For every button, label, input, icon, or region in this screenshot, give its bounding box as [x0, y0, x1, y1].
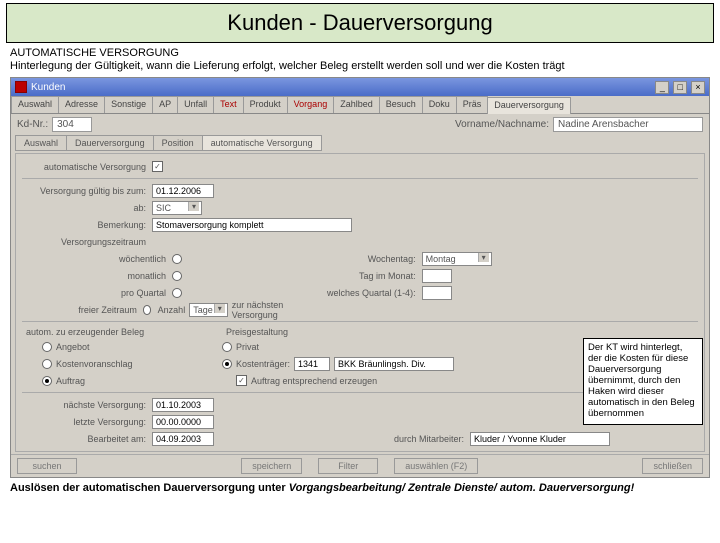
name-value: Nadine Arensbacher	[553, 117, 703, 132]
wtag-label: Wochentag:	[312, 254, 422, 264]
ba-input[interactable]	[152, 432, 214, 446]
dm-label: durch Mitarbeiter:	[360, 434, 470, 444]
close-button[interactable]: ×	[691, 81, 705, 94]
ab-select[interactable]: SIC	[152, 201, 202, 215]
radio-kt[interactable]	[222, 359, 232, 369]
btn-auswaehlen[interactable]: auswählen (F2)	[394, 458, 478, 474]
subtitle-line1: AUTOMATISCHE VERSORGUNG	[10, 47, 179, 59]
tab-unfall[interactable]: Unfall	[177, 96, 214, 113]
window-buttons: _ □ ×	[654, 81, 705, 94]
grp1-label: autom. zu erzeugender Beleg	[26, 327, 222, 337]
radio-free[interactable]	[143, 305, 151, 315]
auto-label: automatische Versorgung	[22, 162, 152, 172]
tab-praes[interactable]: Präs	[456, 96, 489, 113]
tab-vorgang[interactable]: Vorgang	[287, 96, 335, 113]
radio-privat[interactable]	[222, 342, 232, 352]
kdnr-label: Kd-Nr.:	[17, 119, 48, 130]
r-f-label: freier Zeitraum	[22, 305, 143, 315]
app-window: Kunden _ □ × Auswahl Adresse Sonstige AP…	[10, 77, 710, 478]
sub-tabs: Auswahl Dauerversorgung Position automat…	[11, 135, 709, 151]
tab-zahlbed[interactable]: Zahlbed	[333, 96, 380, 113]
r-kt-label: Kostenträger:	[236, 359, 290, 369]
radio-monthly[interactable]	[172, 271, 182, 281]
summary-bar: Kd-Nr.: 304 Vorname/Nachname: Nadine Are…	[11, 114, 709, 135]
main-tabs: Auswahl Adresse Sonstige AP Unfall Text …	[11, 96, 709, 114]
subtab-auswahl[interactable]: Auswahl	[15, 135, 67, 151]
tab-besuch[interactable]: Besuch	[379, 96, 423, 113]
wtag-select[interactable]: Montag	[422, 252, 492, 266]
name-label: Vorname/Nachname:	[455, 119, 549, 130]
tab-sonstige[interactable]: Sonstige	[104, 96, 153, 113]
lv-label: letzte Versorgung:	[22, 417, 152, 427]
annotation-callout: Der KT wird hinterlegt, der die Kosten f…	[583, 338, 703, 424]
grp2-label: Preisgestaltung	[226, 327, 698, 337]
footer-p2: Vorgangsbearbeitung/ Zentrale Dienste/ a…	[289, 482, 635, 494]
tab-doku[interactable]: Doku	[422, 96, 457, 113]
radio-kv[interactable]	[42, 359, 52, 369]
r-q-label: pro Quartal	[22, 288, 172, 298]
autogen-checkbox[interactable]: ✓	[236, 375, 247, 386]
radio-angebot[interactable]	[42, 342, 52, 352]
valid-input[interactable]	[152, 184, 214, 198]
r-ks-label: Kostenvoranschlag	[56, 359, 133, 369]
footer-p1: Auslösen der automatischen Dauerversorgu…	[10, 482, 289, 494]
subtab-auto[interactable]: automatische Versorgung	[202, 135, 322, 151]
window-title: Kunden	[31, 82, 65, 93]
bem-label: Bemerkung:	[22, 220, 152, 230]
auto-checkbox[interactable]: ✓	[152, 161, 163, 172]
radio-quarter[interactable]	[172, 288, 182, 298]
slide-title: Kunden - Dauerversorgung	[6, 3, 714, 43]
btn-suchen[interactable]: suchen	[17, 458, 77, 474]
minimize-button[interactable]: _	[655, 81, 669, 94]
subtab-position[interactable]: Position	[153, 135, 203, 151]
turnus-label: Versorgungszeitraum	[22, 237, 152, 247]
valid-label: Versorgung gültig bis zum:	[22, 186, 152, 196]
r-w-label: wöchentlich	[22, 254, 172, 264]
footer-note: Auslösen der automatischen Dauerversorgu…	[0, 478, 720, 494]
bem-input[interactable]	[152, 218, 352, 232]
wq-input[interactable]	[422, 286, 452, 300]
wq-label: welches Quartal (1-4):	[312, 288, 422, 298]
ba-label: Bearbeitet am:	[22, 434, 152, 444]
anzahl-label: Anzahl	[158, 305, 186, 315]
subtab-dauer[interactable]: Dauerversorgung	[66, 135, 154, 151]
lv-input[interactable]	[152, 415, 214, 429]
tage-select[interactable]: Tage	[189, 303, 228, 317]
tab-text[interactable]: Text	[213, 96, 244, 113]
autogen-label: Auftrag entsprechend erzeugen	[251, 376, 377, 386]
nv-label: nächste Versorgung:	[22, 400, 152, 410]
kdnr-value: 304	[52, 117, 92, 132]
r-auf-label: Auftrag	[56, 376, 85, 386]
maximize-button[interactable]: □	[673, 81, 687, 94]
tab-ap[interactable]: AP	[152, 96, 178, 113]
subtitle-line2: Hinterlegung der Gültigkeit, wann die Li…	[10, 60, 565, 72]
nv-input[interactable]	[152, 398, 214, 412]
radio-auftrag[interactable]	[42, 376, 52, 386]
titlebar: Kunden _ □ ×	[11, 78, 709, 96]
kt-num-input[interactable]	[294, 357, 330, 371]
btn-speichern[interactable]: speichern	[241, 458, 302, 474]
btn-filter[interactable]: Filter	[318, 458, 378, 474]
next-text: zur nächsten Versorgung	[232, 300, 312, 320]
tab-adresse[interactable]: Adresse	[58, 96, 105, 113]
tim-input[interactable]	[422, 269, 452, 283]
slide-subtitle: AUTOMATISCHE VERSORGUNG Hinterlegung der…	[0, 45, 720, 77]
app-icon	[15, 81, 27, 93]
ab-label: ab:	[22, 203, 152, 213]
r-ang-label: Angebot	[56, 342, 90, 352]
r-prv-label: Privat	[236, 342, 259, 352]
tab-auswahl[interactable]: Auswahl	[11, 96, 59, 113]
r-m-label: monatlich	[22, 271, 172, 281]
kt-name-input[interactable]	[334, 357, 454, 371]
tim-label: Tag im Monat:	[312, 271, 422, 281]
button-bar: suchen speichern Filter auswählen (F2) s…	[11, 454, 709, 477]
btn-schliessen[interactable]: schließen	[642, 458, 703, 474]
radio-weekly[interactable]	[172, 254, 182, 264]
tab-dauerversorgung[interactable]: Dauerversorgung	[487, 97, 571, 114]
tab-produkt[interactable]: Produkt	[243, 96, 288, 113]
dm-input[interactable]	[470, 432, 610, 446]
